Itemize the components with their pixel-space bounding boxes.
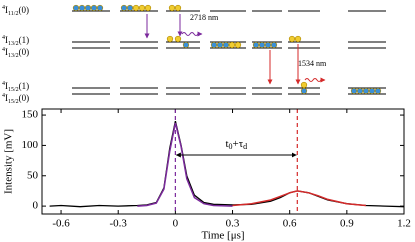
ion — [350, 87, 358, 95]
level-term: I — [5, 47, 8, 57]
level-suffix: (0) — [19, 47, 30, 57]
ion — [132, 4, 140, 12]
x-tick-label: 0.9 — [340, 218, 354, 230]
level-suffix: (1) — [19, 81, 30, 91]
y-axis-label: Intensity [mV] — [3, 129, 15, 194]
ion — [264, 41, 272, 49]
series-line — [49, 120, 405, 208]
wavelength-label: 1534 nm — [298, 59, 327, 68]
level-term: I — [5, 5, 8, 15]
photon — [181, 31, 203, 37]
ion — [174, 4, 182, 12]
ion — [168, 4, 176, 12]
ion — [144, 4, 152, 12]
ion — [90, 4, 98, 12]
label-main: +τ — [233, 138, 244, 150]
ion — [258, 41, 266, 49]
ion — [374, 87, 382, 95]
ion — [300, 81, 308, 89]
photon — [304, 77, 326, 83]
level-suffix: (0) — [18, 5, 29, 15]
x-tick-label: -0.3 — [109, 218, 127, 230]
level-diagram: 4I11/2(0)4I13/2(1)4I13/2(0)4I15/2(1)4I15… — [2, 4, 386, 105]
ion — [288, 35, 296, 43]
level-term: I — [5, 81, 8, 91]
y-tick-label: 150 — [22, 109, 39, 121]
plot: 0 50 100 150 -0.6 -0.3 0 0.3 0.6 0.9 1.2 Time [μs] I… — [3, 108, 411, 242]
series-line — [232, 190, 366, 207]
ion — [228, 41, 236, 49]
ion — [362, 87, 370, 95]
ion — [210, 41, 218, 49]
label-sub: d — [243, 142, 247, 151]
ion — [222, 41, 230, 49]
y-tick-label: 50 — [27, 169, 39, 181]
level-sup: 4 — [2, 81, 5, 87]
level-sub: 13/2 — [8, 53, 19, 59]
ion — [356, 87, 364, 95]
ion — [138, 4, 146, 12]
ion — [166, 35, 174, 43]
y-tick-label: 100 — [22, 139, 39, 151]
level-suffix: (0) — [19, 93, 30, 103]
level-sup: 4 — [2, 93, 5, 99]
label-sub: 0 — [229, 142, 233, 151]
y-tick-label: 0 — [33, 200, 39, 212]
ion — [270, 41, 278, 49]
ion — [252, 41, 260, 49]
ion — [300, 87, 308, 95]
ion — [78, 4, 86, 12]
label-main: t — [225, 138, 228, 150]
ion — [368, 87, 376, 95]
level-sup: 4 — [2, 5, 5, 11]
level-term: I — [5, 35, 8, 45]
level-sub: 15/2 — [8, 87, 19, 93]
ion — [182, 41, 190, 49]
x-axis-label: Time [μs] — [201, 230, 244, 242]
ion — [84, 4, 92, 12]
ion — [96, 4, 104, 12]
level-label: 4I15/2(1) — [2, 81, 29, 93]
level-sub: 15/2 — [8, 99, 19, 105]
plot-frame — [41, 108, 405, 215]
wavelength-label: 2718 nm — [190, 13, 219, 22]
x-tick-label: 0.3 — [226, 218, 240, 230]
x-tick-label: 0 — [173, 218, 179, 230]
level-label: 4I13/2(0) — [2, 47, 29, 59]
level-sub: 13/2 — [8, 41, 19, 47]
level-term: I — [5, 93, 8, 103]
ion — [174, 35, 182, 43]
interval-label: t0+τd — [225, 138, 247, 151]
level-label: 4I15/2(0) — [2, 93, 29, 105]
level-sub: 11/2 — [8, 11, 18, 17]
x-tick-label: -0.6 — [52, 218, 70, 230]
level-label: 4I11/2(0) — [2, 5, 29, 17]
x-tick-label: 1.2 — [397, 218, 411, 230]
series-line — [137, 122, 233, 207]
level-sup: 4 — [2, 35, 5, 41]
level-label: 4I13/2(1) — [2, 35, 29, 47]
ion — [294, 35, 302, 43]
ion — [72, 4, 80, 12]
x-tick-label: 0.6 — [283, 218, 297, 230]
ion — [216, 41, 224, 49]
level-suffix: (1) — [19, 35, 30, 45]
ion — [234, 41, 242, 49]
level-sup: 4 — [2, 47, 5, 53]
ion — [120, 4, 128, 12]
ion — [126, 4, 134, 12]
